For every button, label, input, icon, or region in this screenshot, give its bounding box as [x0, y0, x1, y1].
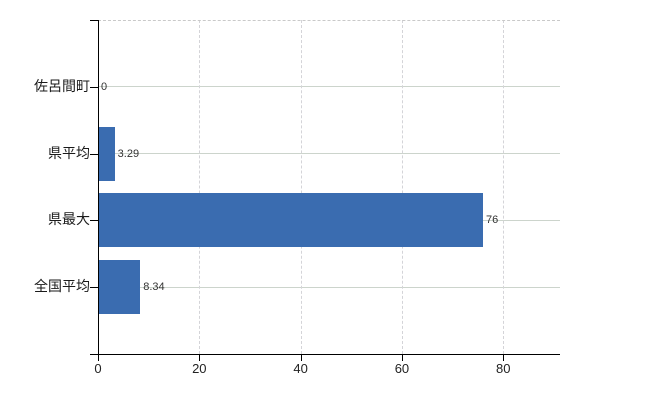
h-gridline [98, 153, 560, 155]
value-label: 0 [101, 80, 108, 93]
plot-top-border [98, 20, 560, 21]
x-axis-tick [503, 355, 505, 361]
x-axis-tick [300, 355, 302, 361]
value-label: 3.29 [117, 147, 140, 160]
bar [98, 193, 483, 248]
x-axis-tick [98, 355, 99, 361]
x-tick-label: 40 [293, 361, 308, 376]
x-tick-label: 20 [192, 361, 207, 376]
x-axis-tick [401, 355, 403, 361]
v-gridline [300, 20, 302, 354]
category-label: 全国平均 [34, 278, 90, 295]
y-axis-tick [90, 287, 98, 289]
y-axis-tick [90, 20, 98, 21]
x-axis-tick [199, 355, 201, 361]
y-axis-tick [90, 354, 98, 355]
category-label: 県平均 [48, 144, 90, 161]
y-axis-line [98, 20, 99, 354]
h-gridline [98, 86, 560, 88]
value-label: 8.34 [143, 281, 165, 294]
x-tick-label: 80 [496, 361, 511, 376]
v-gridline [503, 20, 505, 354]
category-label: 県最大 [48, 211, 90, 228]
y-axis-tick [90, 220, 98, 222]
bar [98, 126, 115, 181]
x-tick-label: 0 [94, 361, 102, 376]
value-label: 76 [486, 214, 499, 227]
h-gridline [98, 286, 560, 288]
y-axis-tick [90, 153, 98, 155]
y-axis-tick [90, 86, 98, 88]
bar [98, 260, 141, 315]
v-gridline [199, 20, 201, 354]
x-axis-line [98, 354, 560, 355]
v-gridline [401, 20, 403, 354]
x-tick-label: 60 [394, 361, 410, 376]
category-label: 佐呂間町 [34, 77, 90, 94]
